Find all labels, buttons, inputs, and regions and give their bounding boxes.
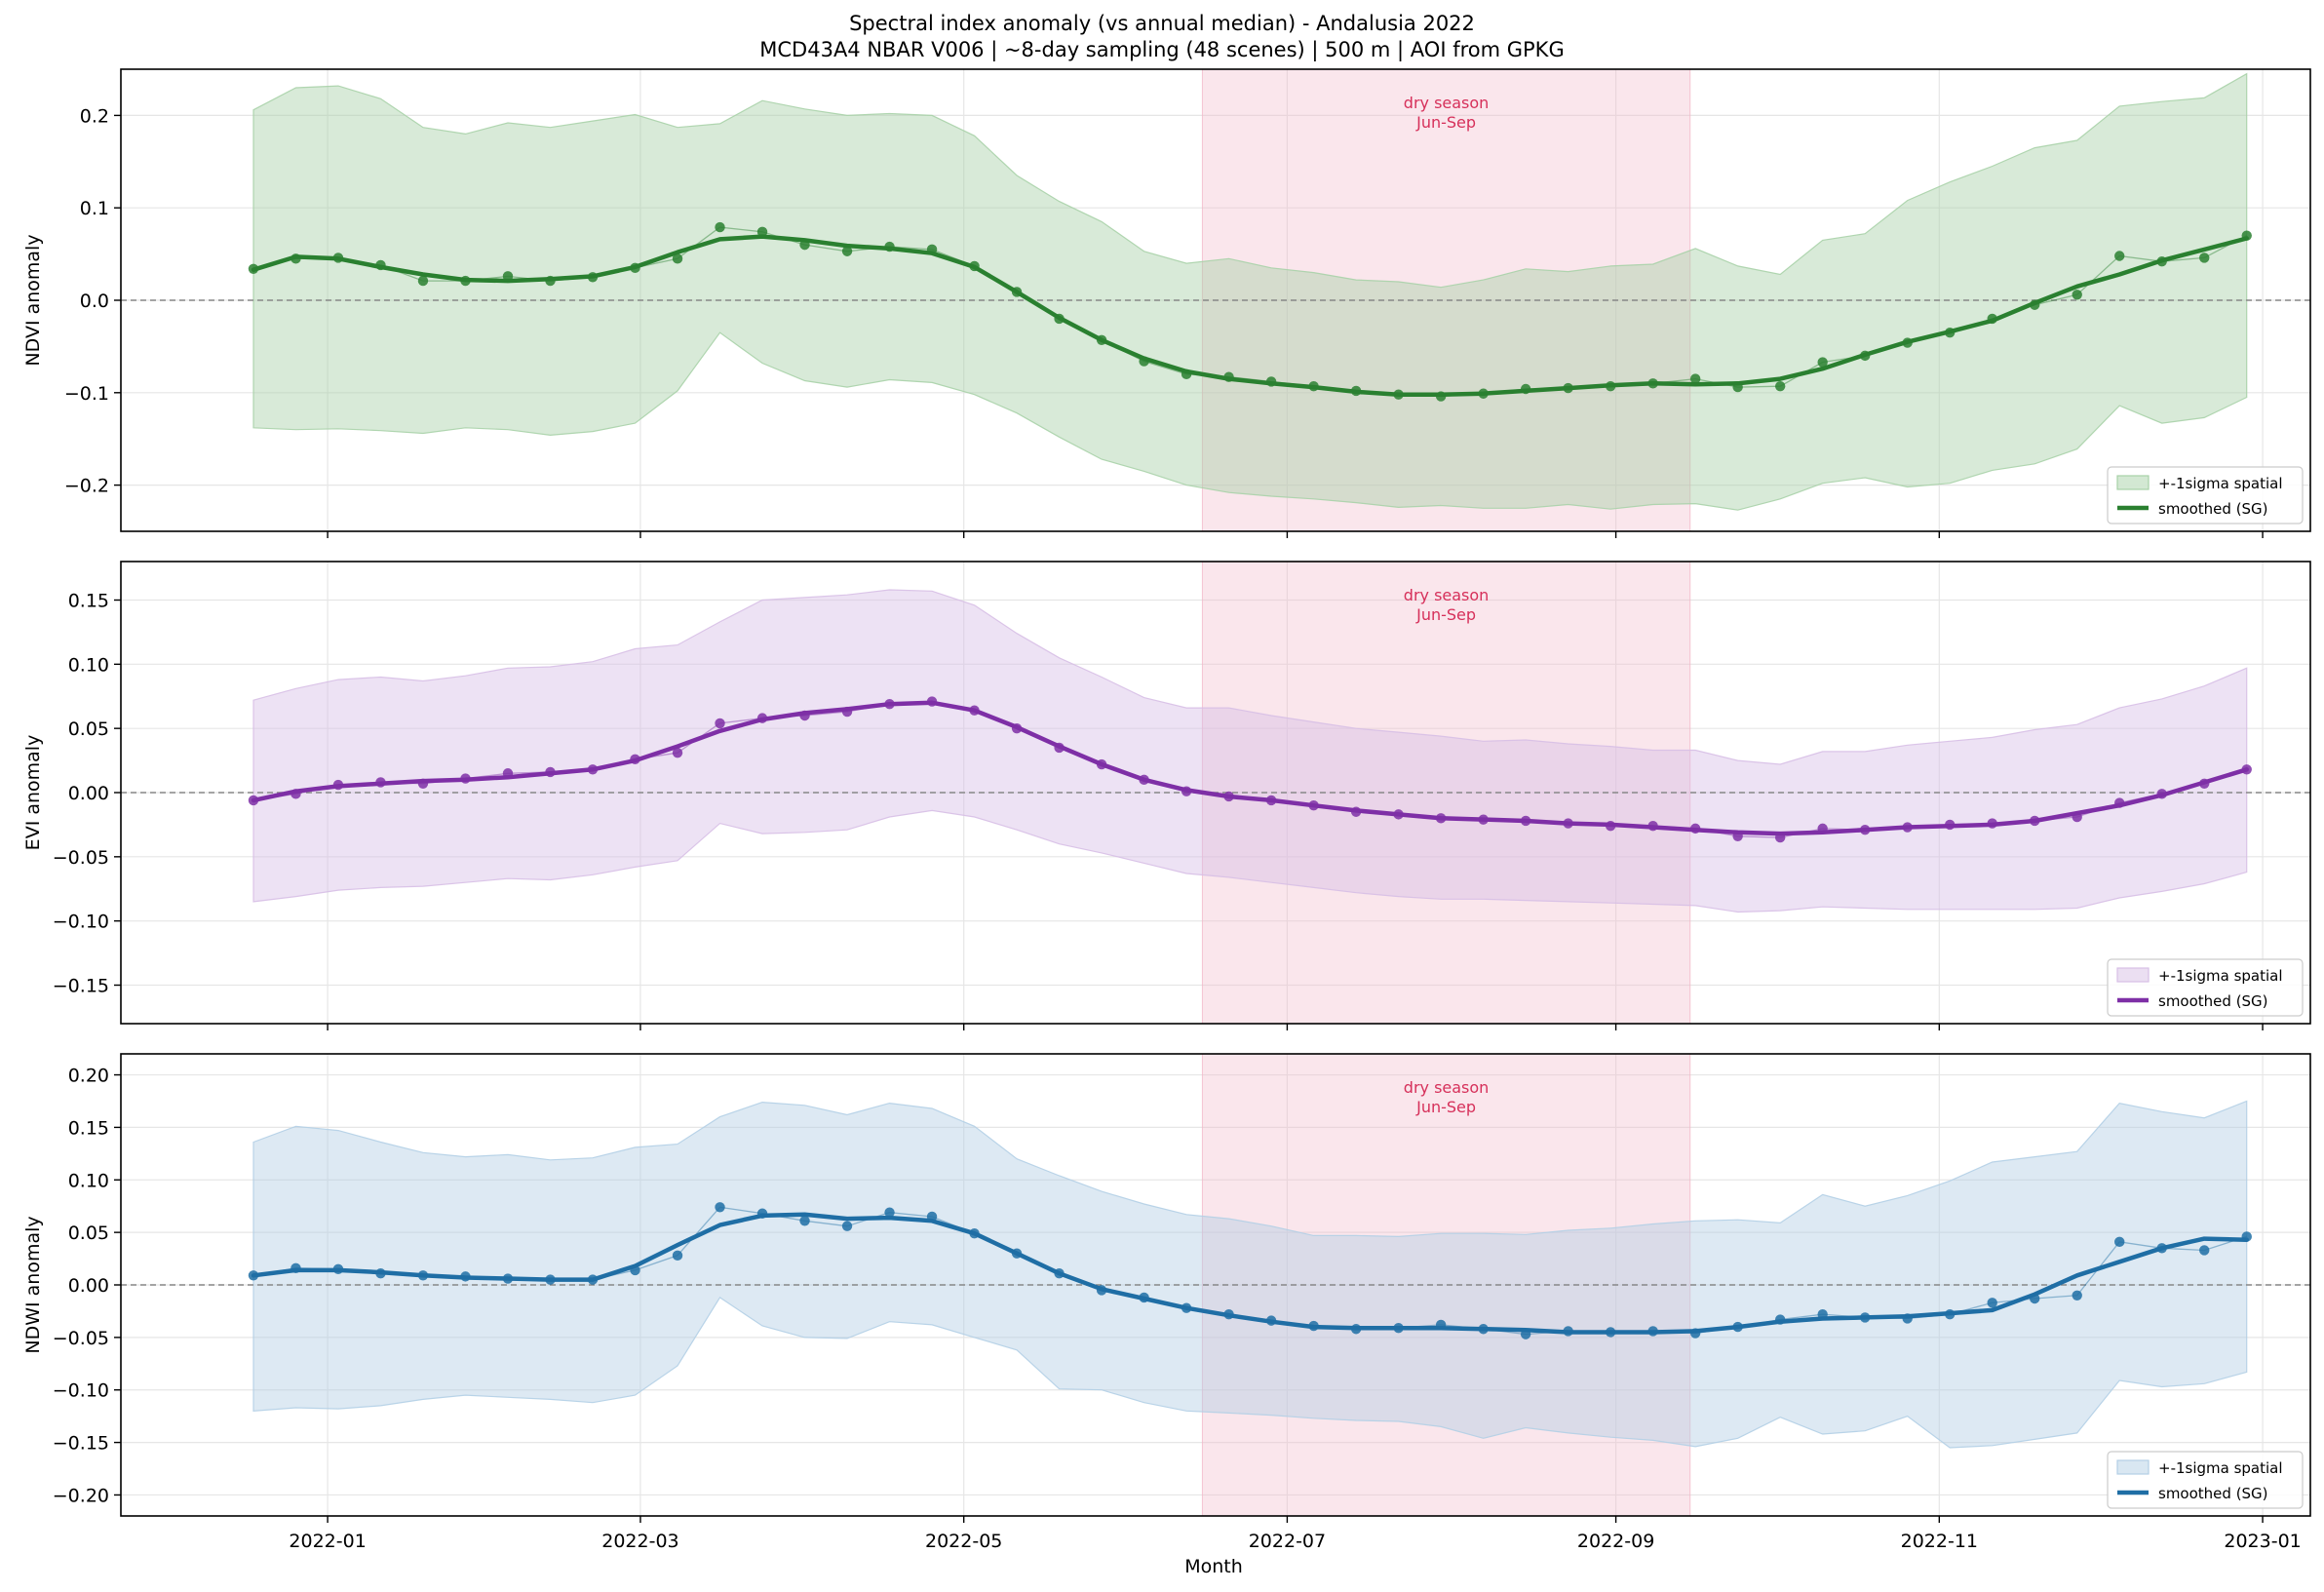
smoothed-series-line: [251, 234, 2249, 397]
y-tick-label: −0.05: [53, 847, 109, 869]
chart-title-line1: Spectral index anomaly (vs annual median…: [849, 12, 1475, 35]
y-axis-label: EVI anomaly: [22, 735, 44, 851]
y-axis-label: NDWI anomaly: [22, 1216, 44, 1353]
legend-band-label: +-1sigma spatial: [2158, 475, 2283, 492]
legend-band-swatch: [2116, 967, 2150, 983]
legend-box: [2107, 1451, 2304, 1509]
x-tick-label: 2022-09: [1577, 1531, 1654, 1552]
raw-point: [884, 1207, 895, 1218]
raw-point: [2114, 1236, 2125, 1248]
raw-point: [672, 747, 683, 758]
y-tick-label: −0.15: [53, 1433, 109, 1455]
legend-line-label: smoothed (SG): [2158, 1485, 2268, 1502]
plot-area: [121, 1054, 2310, 1516]
raw-point: [672, 1250, 683, 1262]
raw-point: [1689, 373, 1701, 384]
y-tick-label: 0.1: [80, 198, 109, 219]
legend: +-1sigma spatial smoothed (SG): [2107, 958, 2304, 1017]
dry-season-label: dry season: [1404, 586, 1490, 604]
y-tick-label: 0.15: [68, 1117, 109, 1139]
y-tick-label: −0.10: [53, 1380, 109, 1402]
legend-line-label: smoothed (SG): [2158, 500, 2268, 518]
legend-band-label: +-1sigma spatial: [2158, 1459, 2283, 1477]
y-tick-label: −0.2: [64, 476, 109, 497]
raw-point: [1987, 1298, 1997, 1308]
legend-box: [2107, 958, 2304, 1017]
y-tick-label: 0.00: [68, 1275, 109, 1297]
sigma-band: [252, 1100, 2248, 1449]
x-tick-label: 2022-01: [289, 1531, 366, 1552]
y-tick-label: −0.10: [53, 912, 109, 933]
y-tick-label: 0.2: [80, 105, 109, 127]
x-tick-label: 2022-07: [1249, 1531, 1326, 1552]
y-tick-label: 0.10: [68, 654, 109, 676]
y-tick-label: 0.05: [68, 718, 109, 740]
dry-season-months-label: Jun-Sep: [1415, 113, 1476, 132]
plot-area: [121, 69, 2310, 531]
legend-band-swatch: [2116, 475, 2150, 490]
raw-point: [841, 1221, 853, 1231]
y-axis-label: NDVI anomaly: [22, 234, 44, 366]
dry-season-label: dry season: [1404, 1078, 1490, 1097]
x-axis-label: Month: [1184, 1556, 1243, 1577]
raw-point: [2072, 1290, 2082, 1301]
x-tick-label: 2023-01: [2224, 1531, 2301, 1552]
y-tick-label: 0.00: [68, 783, 109, 804]
raw-point: [715, 1202, 725, 1213]
raw-point: [417, 275, 429, 287]
y-tick-label: −0.05: [53, 1328, 109, 1349]
x-tick-label: 2022-03: [601, 1531, 678, 1552]
y-tick-label: 0.15: [68, 591, 109, 612]
y-tick-label: −0.15: [53, 976, 109, 997]
x-tick-label: 2022-11: [1901, 1531, 1978, 1552]
smoothed-series-line: [251, 1212, 2249, 1335]
chart-title-line2: MCD43A4 NBAR V006 | ~8-day sampling (48 …: [759, 38, 1564, 62]
raw-point: [1817, 357, 1828, 368]
legend-band-swatch: [2116, 1459, 2150, 1475]
plot-area: [121, 562, 2310, 1024]
raw-point: [2199, 1245, 2210, 1256]
y-tick-label: 0.20: [68, 1066, 109, 1087]
raw-point: [715, 221, 725, 233]
raw-point: [799, 1216, 810, 1226]
x-tick-label: 2022-05: [925, 1531, 1002, 1552]
legend-band-label: +-1sigma spatial: [2158, 967, 2283, 985]
raw-point: [672, 253, 683, 264]
smoothed-series-line: [251, 700, 2249, 836]
raw-point: [756, 226, 768, 238]
y-tick-label: −0.20: [53, 1485, 109, 1506]
y-tick-label: 0.10: [68, 1170, 109, 1191]
raw-point: [2072, 290, 2082, 300]
legend-line-label: smoothed (SG): [2158, 992, 2268, 1010]
raw-point: [841, 246, 853, 256]
y-tick-label: 0.0: [80, 291, 109, 312]
y-tick-label: −0.1: [64, 383, 109, 405]
dry-season-label: dry season: [1404, 94, 1490, 112]
legend-box: [2107, 466, 2304, 524]
raw-point: [715, 718, 725, 729]
raw-point: [2114, 251, 2125, 261]
dry-season-months-label: Jun-Sep: [1415, 605, 1476, 624]
legend: +-1sigma spatial smoothed (SG): [2107, 1451, 2304, 1509]
raw-point: [2199, 252, 2210, 263]
raw-point: [1774, 380, 1786, 392]
sigma-band: [252, 72, 2248, 511]
dry-season-months-label: Jun-Sep: [1415, 1098, 1476, 1116]
legend: +-1sigma spatial smoothed (SG): [2107, 466, 2304, 524]
y-tick-label: 0.05: [68, 1223, 109, 1244]
